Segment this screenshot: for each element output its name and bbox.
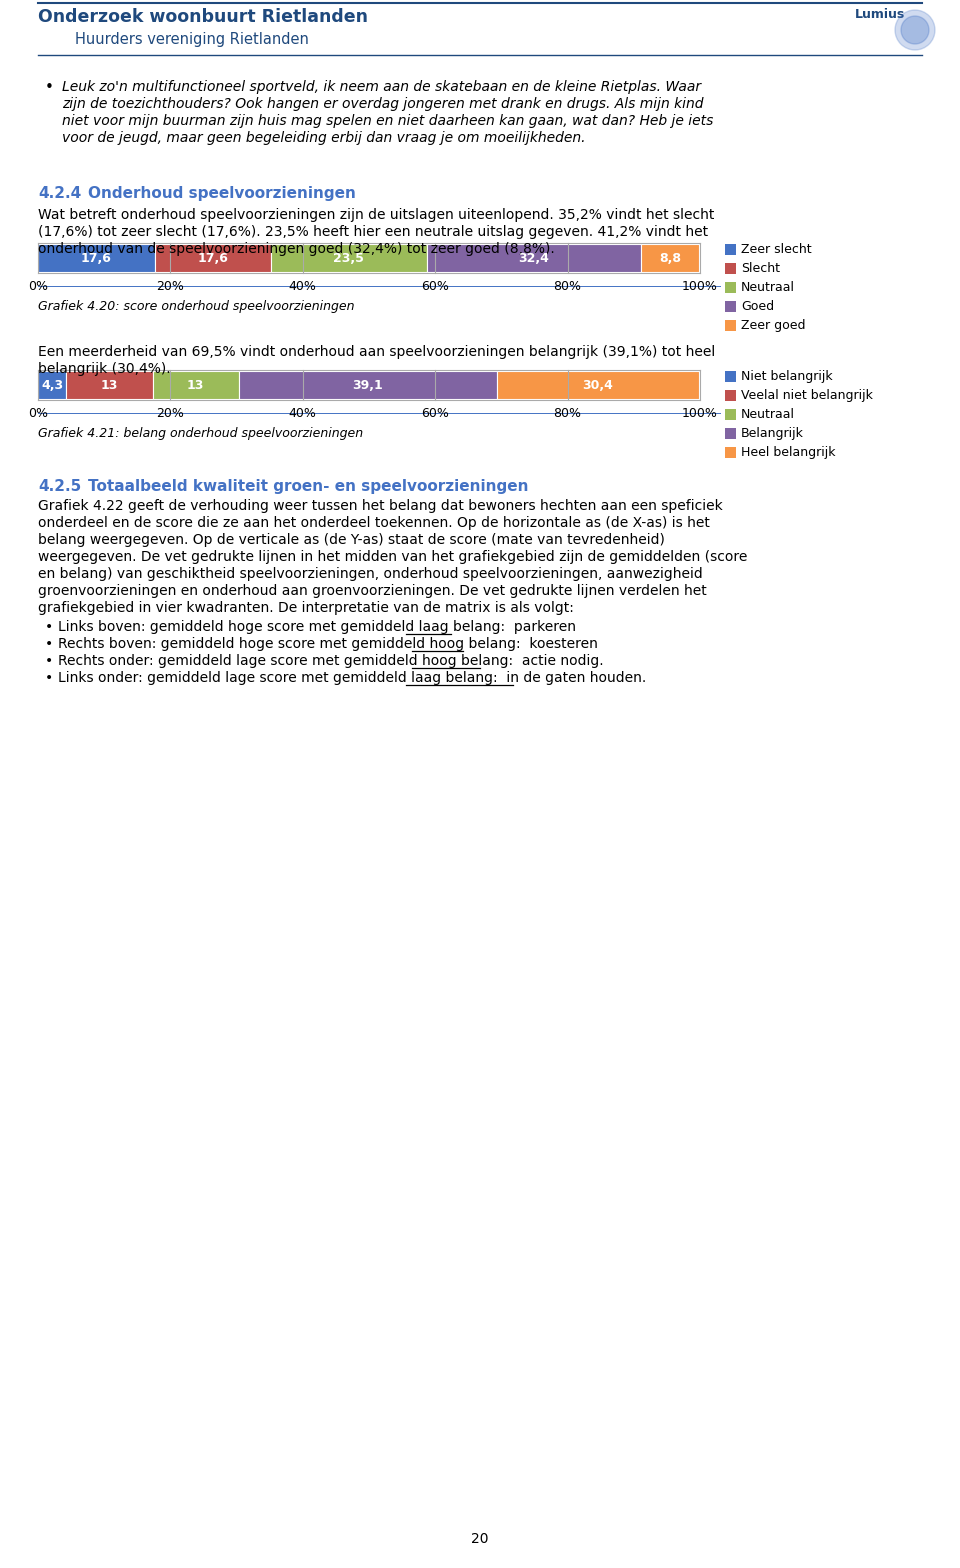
Text: 40%: 40% <box>289 408 317 420</box>
Bar <box>153 372 239 398</box>
Text: •: • <box>45 654 53 668</box>
Text: Grafiek 4.22 geeft de verhouding weer tussen het belang dat bewoners hechten aan: Grafiek 4.22 geeft de verhouding weer tu… <box>38 499 723 513</box>
Text: belang weergegeven. Op de verticale as (de Y-as) staat de score (mate van tevred: belang weergegeven. Op de verticale as (… <box>38 533 665 547</box>
Text: Huurders vereniging Rietlanden: Huurders vereniging Rietlanden <box>75 31 309 47</box>
Text: Rechts onder: gemiddeld lage score met gemiddeld hoog belang:  actie nodig.: Rechts onder: gemiddeld lage score met g… <box>58 654 604 668</box>
Text: Leuk zo'n multifunctioneel sportveld, ik neem aan de skatebaan en de kleine Riet: Leuk zo'n multifunctioneel sportveld, ik… <box>62 80 701 94</box>
Bar <box>38 372 66 398</box>
Bar <box>155 245 271 271</box>
Text: Zeer goed: Zeer goed <box>741 318 805 332</box>
Text: 13: 13 <box>187 378 204 392</box>
Text: Heel belangrijk: Heel belangrijk <box>741 445 835 459</box>
Text: 0%: 0% <box>28 281 48 293</box>
Text: Neutraal: Neutraal <box>741 408 795 420</box>
Text: Grafiek 4.20: score onderhoud speelvoorzieningen: Grafiek 4.20: score onderhoud speelvoorz… <box>38 299 354 314</box>
Text: 100%: 100% <box>682 281 718 293</box>
Text: belangrijk (30,4%).: belangrijk (30,4%). <box>38 362 171 376</box>
Bar <box>725 245 736 256</box>
Bar <box>66 372 153 398</box>
Text: 20%: 20% <box>156 408 184 420</box>
Bar <box>725 428 736 439</box>
Bar <box>725 409 736 420</box>
Text: 4,3: 4,3 <box>41 378 63 392</box>
Text: •: • <box>45 637 53 651</box>
Bar <box>725 263 736 274</box>
Bar <box>641 245 699 271</box>
Bar <box>725 390 736 401</box>
Bar <box>725 372 736 383</box>
Text: groenvoorzieningen en onderhoud aan groenvoorzieningen. De vet gedrukte lijnen v: groenvoorzieningen en onderhoud aan groe… <box>38 583 707 597</box>
Text: Onderzoek woonbuurt Rietlanden: Onderzoek woonbuurt Rietlanden <box>38 8 368 27</box>
Text: •: • <box>45 80 54 96</box>
Text: Links onder: gemiddeld lage score met gemiddeld laag belang:  in de gaten houden: Links onder: gemiddeld lage score met ge… <box>58 671 646 685</box>
Text: Rechts boven: gemiddeld hoge score met gemiddeld hoog belang:  koesteren: Rechts boven: gemiddeld hoge score met g… <box>58 637 598 651</box>
Bar <box>239 372 497 398</box>
Text: 4.2.4: 4.2.4 <box>38 187 82 201</box>
Text: grafiekgebied in vier kwadranten. De interpretatie van de matrix is als volgt:: grafiekgebied in vier kwadranten. De int… <box>38 601 574 615</box>
Text: 32,4: 32,4 <box>518 251 549 265</box>
Text: 100%: 100% <box>682 408 718 420</box>
Bar <box>497 372 699 398</box>
Text: Links boven: gemiddeld hoge score met gemiddeld laag belang:  parkeren: Links boven: gemiddeld hoge score met ge… <box>58 619 576 633</box>
Bar <box>271 245 426 271</box>
Text: 80%: 80% <box>554 408 582 420</box>
Text: 39,1: 39,1 <box>352 378 383 392</box>
Text: zijn de toezichthouders? Ook hangen er overdag jongeren met drank en drugs. Als : zijn de toezichthouders? Ook hangen er o… <box>62 97 704 111</box>
Text: Belangrijk: Belangrijk <box>741 426 804 441</box>
Bar <box>426 245 641 271</box>
Text: onderdeel en de score die ze aan het onderdeel toekennen. Op de horizontale as (: onderdeel en de score die ze aan het ond… <box>38 516 709 530</box>
Text: voor de jeugd, maar geen begeleiding erbij dan vraag je om moeilijkheden.: voor de jeugd, maar geen begeleiding erb… <box>62 132 586 144</box>
Text: 30,4: 30,4 <box>583 378 613 392</box>
Bar <box>38 245 155 271</box>
Text: 4.2.5: 4.2.5 <box>38 478 82 494</box>
Text: •: • <box>45 671 53 685</box>
Text: 20%: 20% <box>156 281 184 293</box>
Text: en belang) van geschiktheid speelvoorzieningen, onderhoud speelvoorzieningen, aa: en belang) van geschiktheid speelvoorzie… <box>38 568 703 582</box>
Text: Veelal niet belangrijk: Veelal niet belangrijk <box>741 389 873 401</box>
Text: 17,6: 17,6 <box>81 251 111 265</box>
Text: •: • <box>45 619 53 633</box>
Text: 80%: 80% <box>554 281 582 293</box>
Text: Totaalbeeld kwaliteit groen- en speelvoorzieningen: Totaalbeeld kwaliteit groen- en speelvoo… <box>88 478 529 494</box>
Circle shape <box>895 9 935 50</box>
Text: Goed: Goed <box>741 299 774 314</box>
Text: 23,5: 23,5 <box>333 251 364 265</box>
Text: 60%: 60% <box>421 281 449 293</box>
Text: Slecht: Slecht <box>741 262 780 274</box>
Text: niet voor mijn buurman zijn huis mag spelen en niet daarheen kan gaan, wat dan? : niet voor mijn buurman zijn huis mag spe… <box>62 114 713 129</box>
Text: Niet belangrijk: Niet belangrijk <box>741 370 832 383</box>
Text: Onderhoud speelvoorzieningen: Onderhoud speelvoorzieningen <box>88 187 356 201</box>
Text: onderhoud van de speelvoorzieningen goed (32,4%) tot zeer goed (8,8%).: onderhoud van de speelvoorzieningen goed… <box>38 241 555 256</box>
Bar <box>725 282 736 293</box>
Text: Neutraal: Neutraal <box>741 281 795 295</box>
Text: 40%: 40% <box>289 281 317 293</box>
Circle shape <box>901 16 929 44</box>
Text: Een meerderheid van 69,5% vindt onderhoud aan speelvoorzieningen belangrijk (39,: Een meerderheid van 69,5% vindt onderhou… <box>38 345 715 359</box>
Text: 20: 20 <box>471 1532 489 1546</box>
Text: (17,6%) tot zeer slecht (17,6%). 23,5% heeft hier een neutrale uitslag gegeven. : (17,6%) tot zeer slecht (17,6%). 23,5% h… <box>38 224 708 238</box>
Bar <box>725 320 736 331</box>
Text: 8,8: 8,8 <box>660 251 682 265</box>
Text: weergegeven. De vet gedrukte lijnen in het midden van het grafiekgebied zijn de : weergegeven. De vet gedrukte lijnen in h… <box>38 550 748 564</box>
Bar <box>725 447 736 458</box>
Text: 0%: 0% <box>28 408 48 420</box>
Text: Lumius: Lumius <box>854 8 905 20</box>
Text: 60%: 60% <box>421 408 449 420</box>
Text: Zeer slecht: Zeer slecht <box>741 243 811 256</box>
Bar <box>725 301 736 312</box>
Text: Wat betreft onderhoud speelvoorzieningen zijn de uitslagen uiteenlopend. 35,2% v: Wat betreft onderhoud speelvoorzieningen… <box>38 209 714 223</box>
Text: 13: 13 <box>101 378 118 392</box>
Text: Grafiek 4.21: belang onderhoud speelvoorzieningen: Grafiek 4.21: belang onderhoud speelvoor… <box>38 426 363 441</box>
Text: 17,6: 17,6 <box>198 251 228 265</box>
